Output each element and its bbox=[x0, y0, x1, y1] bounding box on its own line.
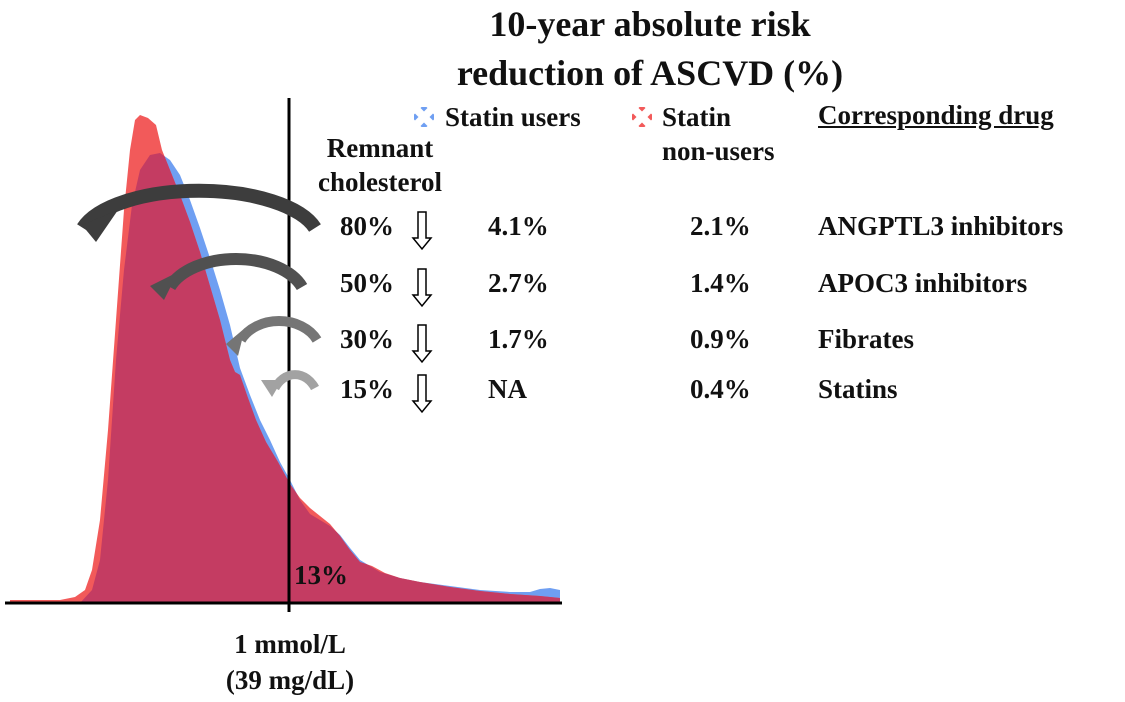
legend-diamond-piece-0-3 bbox=[420, 122, 428, 127]
reduction-arrow-arc-0 bbox=[77, 183, 321, 233]
cutoff-label-line-1: 1 mmol/L bbox=[234, 629, 346, 659]
reduction-arrowhead-2 bbox=[226, 328, 245, 356]
non-users-value-15: 0.4% bbox=[690, 374, 751, 404]
legend-marker-statin-users bbox=[414, 107, 434, 127]
non-users-value-50: 1.4% bbox=[690, 268, 751, 298]
remnant-header-line-1: Remnant bbox=[326, 133, 434, 163]
reduction-arrow-arc-1 bbox=[164, 253, 308, 291]
users-value-30: 1.7% bbox=[488, 324, 549, 354]
legend-label-line-2: non-users bbox=[662, 136, 775, 166]
drug-80: ANGPTL3 inhibitors bbox=[818, 211, 1064, 241]
users-value-80: 4.1% bbox=[488, 211, 549, 241]
legend-diamond-piece-1-1 bbox=[632, 113, 637, 121]
reduction-arrowhead-0 bbox=[82, 210, 118, 242]
reduction-50: 50% bbox=[340, 268, 394, 298]
density-areas bbox=[10, 115, 560, 603]
users-value-50: 2.7% bbox=[488, 268, 549, 298]
legend-label-statin-non-users: Statin non-users bbox=[662, 100, 775, 168]
legend-label-line-1: Statin bbox=[662, 102, 732, 132]
reduction-arrowhead-3 bbox=[261, 380, 282, 397]
cutoff-label-line-2: (39 mg/dL) bbox=[225, 665, 355, 695]
down-arrow-icon-0 bbox=[411, 211, 433, 251]
remnant-header-line-2: cholesterol bbox=[318, 167, 442, 197]
legend-diamond-piece-1-3 bbox=[638, 122, 646, 127]
reduction-15: 15% bbox=[340, 374, 394, 404]
reduction-80: 80% bbox=[340, 211, 394, 241]
chart-title-line-1: 10-year absolute risk bbox=[489, 4, 811, 44]
reduction-30: 30% bbox=[340, 324, 394, 354]
drug-50: APOC3 inhibitors bbox=[818, 268, 1028, 298]
chart-axes bbox=[5, 98, 562, 612]
legend-diamond-piece-1-2 bbox=[647, 113, 652, 121]
chart-title-line-2: reduction of ASCVD (%) bbox=[456, 53, 844, 93]
legend-marker-statin-non-users bbox=[632, 107, 652, 127]
chart-title: 10-year absolute risk reduction of ASCVD… bbox=[400, 0, 900, 98]
non-users-value-80: 2.1% bbox=[690, 211, 751, 241]
above-cutoff-percent: 13% bbox=[294, 560, 348, 590]
down-arrow-icon-3 bbox=[411, 374, 433, 414]
down-arrow-icon-2 bbox=[411, 324, 433, 364]
drug-15: Statins bbox=[818, 374, 898, 404]
legend-label-statin-users: Statin users bbox=[445, 102, 581, 132]
remnant-cholesterol-header: Remnant cholesterol bbox=[300, 131, 460, 199]
drug-30: Fibrates bbox=[818, 324, 914, 354]
reduction-arrows bbox=[77, 183, 322, 397]
non-users-value-30: 0.9% bbox=[690, 324, 751, 354]
down-arrows bbox=[411, 211, 433, 414]
reduction-arrow-arc-2 bbox=[236, 316, 322, 343]
users-value-15: NA bbox=[488, 374, 527, 404]
legend-diamond-piece-1-0 bbox=[638, 107, 646, 112]
reduction-arrowhead-1 bbox=[150, 272, 178, 300]
legend-diamond-piece-0-2 bbox=[429, 113, 434, 121]
down-arrow-icon-1 bbox=[411, 268, 433, 308]
legend-diamond-piece-0-1 bbox=[414, 113, 419, 121]
cutoff-axis-label: 1 mmol/L (39 mg/dL) bbox=[200, 626, 380, 698]
corresponding-drug-header: Corresponding drug bbox=[818, 100, 1054, 130]
legend-diamond-piece-0-0 bbox=[420, 107, 428, 112]
